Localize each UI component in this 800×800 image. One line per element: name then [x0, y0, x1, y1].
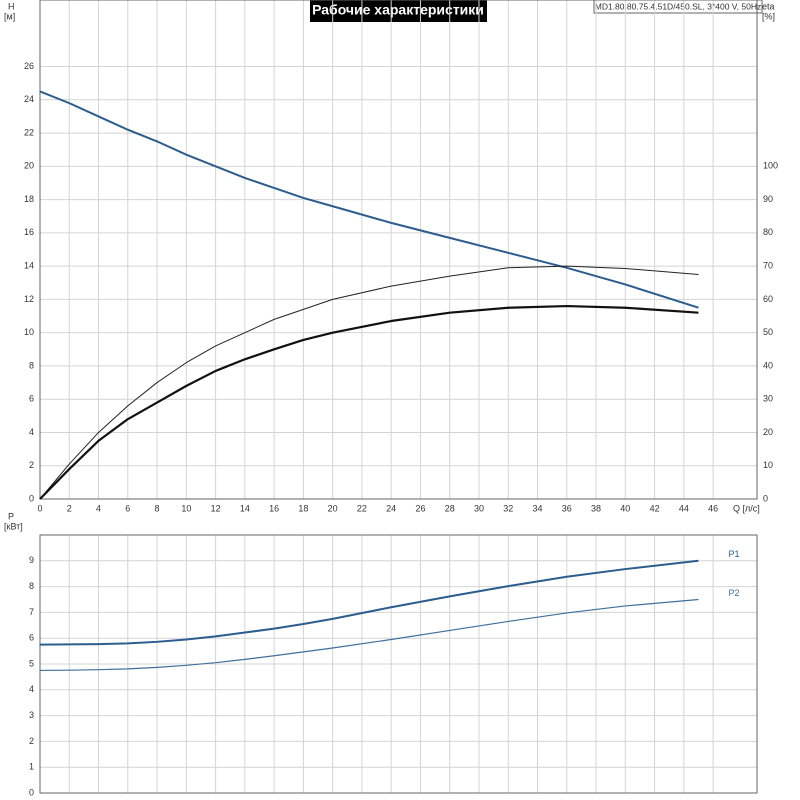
curve — [39, 265, 699, 500]
y2-tick-label: 30 — [763, 394, 773, 404]
x-tick-label: 0 — [37, 503, 42, 513]
y-tick-label: 6 — [29, 633, 34, 643]
y2-tick-label: 70 — [763, 261, 773, 271]
model-box — [593, 0, 763, 14]
x-tick-label: 40 — [620, 503, 630, 513]
y-label: P — [8, 511, 14, 521]
legend-label: P2 — [728, 588, 739, 598]
y-tick-label: 0 — [29, 787, 34, 797]
x-label: Q [л/с] — [733, 503, 760, 513]
y-tick-label: 2 — [29, 460, 34, 470]
x-tick-label: 46 — [708, 503, 718, 513]
y2-tick-label: 20 — [763, 427, 773, 437]
y2-label: eta — [762, 1, 775, 11]
x-tick-label: 2 — [67, 503, 72, 513]
curve — [39, 90, 699, 309]
y-tick-label: 9 — [29, 555, 34, 565]
y-tick-label: 16 — [24, 227, 34, 237]
x-tick-label: 4 — [96, 503, 101, 513]
y-tick-label: 22 — [24, 127, 34, 137]
y-tick-label: 14 — [24, 261, 34, 271]
y-label: H — [8, 1, 15, 11]
y-unit: [м] — [4, 11, 15, 21]
y2-tick-label: 80 — [763, 227, 773, 237]
y-tick-label: 20 — [24, 161, 34, 171]
y2-unit: [%] — [762, 11, 775, 21]
x-tick-label: 16 — [269, 503, 279, 513]
x-tick-label: 38 — [591, 503, 601, 513]
y-tick-label: 5 — [29, 658, 34, 668]
y-tick-label: 1 — [29, 762, 34, 772]
y2-tick-label: 10 — [763, 460, 773, 470]
y2-tick-label: 0 — [763, 493, 768, 503]
y-tick-label: 4 — [29, 684, 34, 694]
x-tick-label: 12 — [211, 503, 221, 513]
title: Рабочие характеристики — [312, 2, 484, 18]
model: MD1.80.80.75.4.51D/450.SL, 3*400 V, 50Hz — [595, 1, 762, 11]
x-tick-label: 20 — [328, 503, 338, 513]
x-tick-label: 36 — [562, 503, 572, 513]
y-tick-label: 12 — [24, 294, 34, 304]
x-tick-label: 18 — [298, 503, 308, 513]
y-tick-label: 24 — [24, 94, 34, 104]
y-tick-label: 2 — [29, 736, 34, 746]
x-tick-label: 24 — [386, 503, 396, 513]
y2-tick-label: 40 — [763, 360, 773, 370]
y-tick-label: 4 — [29, 427, 34, 437]
y-unit: [кВт] — [4, 521, 23, 531]
y-tick-label: 7 — [29, 607, 34, 617]
x-tick-label: 10 — [181, 503, 191, 513]
y-tick-label: 18 — [24, 194, 34, 204]
y2-tick-label: 100 — [763, 161, 778, 171]
y-tick-label: 26 — [24, 61, 34, 71]
x-tick-label: 8 — [155, 503, 160, 513]
y-tick-label: 3 — [29, 710, 34, 720]
x-tick-label: 44 — [679, 503, 689, 513]
x-tick-label: 26 — [415, 503, 425, 513]
y2-tick-label: 50 — [763, 327, 773, 337]
y2-tick-label: 90 — [763, 194, 773, 204]
x-tick-label: 22 — [357, 503, 367, 513]
x-tick-label: 42 — [650, 503, 660, 513]
y-tick-label: 8 — [29, 360, 34, 370]
x-tick-label: 30 — [474, 503, 484, 513]
curve — [39, 598, 699, 672]
plot-frame — [39, 534, 758, 794]
x-tick-label: 34 — [533, 503, 543, 513]
y-tick-label: 0 — [29, 493, 34, 503]
curve — [39, 304, 699, 500]
x-tick-label: 14 — [240, 503, 250, 513]
plot-frame — [39, 0, 758, 500]
legend-label: P1 — [728, 549, 739, 559]
x-tick-label: 28 — [445, 503, 455, 513]
x-tick-label: 32 — [503, 503, 513, 513]
curve — [39, 559, 699, 646]
y-tick-label: 6 — [29, 394, 34, 404]
x-tick-label: 6 — [125, 503, 130, 513]
y-tick-label: 10 — [24, 327, 34, 337]
y2-tick-label: 60 — [763, 294, 773, 304]
title-box — [310, 0, 487, 22]
y-tick-label: 8 — [29, 581, 34, 591]
